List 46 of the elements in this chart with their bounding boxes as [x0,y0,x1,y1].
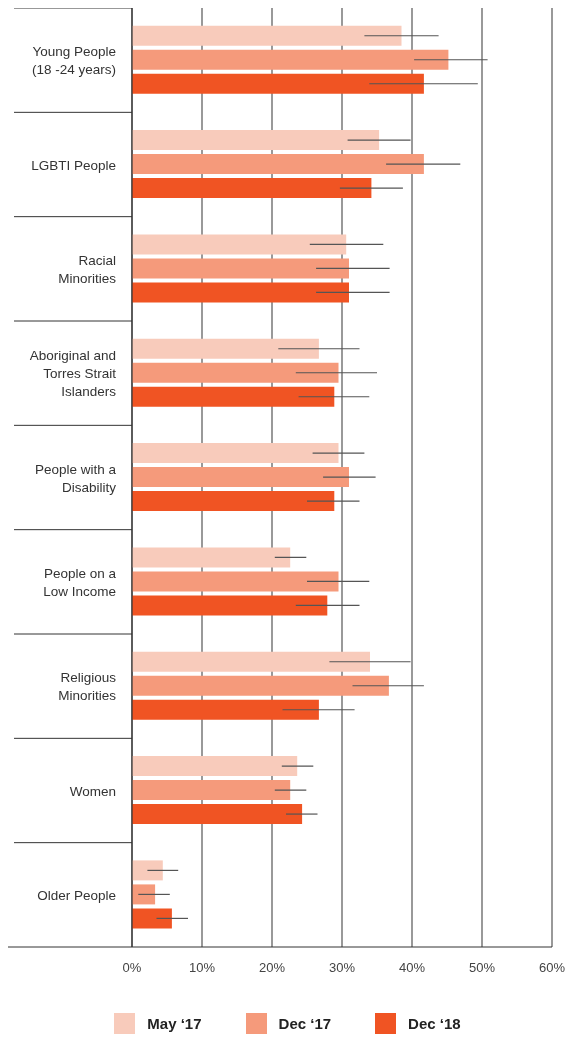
bar [132,467,349,488]
legend-label: Dec ‘18 [408,1015,461,1032]
bar [132,804,303,825]
bar [132,258,349,279]
bar [132,282,349,303]
legend-label: Dec ‘17 [278,1015,332,1032]
x-tick-label: 50% [468,960,496,976]
bar [132,547,291,568]
legend-label: May ‘17 [147,1015,202,1032]
x-tick-label: 40% [398,960,426,976]
bar [132,491,335,512]
bar [132,362,339,383]
bar [132,73,424,94]
x-tick-label: 10% [188,960,216,976]
y-tick-label: Young People (18 -24 years) [31,43,116,77]
y-tick-label: Religious Minorities [58,669,117,703]
bar [132,154,424,175]
bar [132,780,291,801]
bar [132,908,172,929]
bar [132,234,347,255]
x-tick-label: 30% [328,960,356,976]
bar [132,130,380,151]
bar [132,884,156,905]
bar [132,386,335,407]
x-tick-label: 0% [122,960,142,976]
bar [132,571,339,592]
bar [132,699,319,720]
x-tick-label: 60% [538,960,566,976]
bar [132,49,449,70]
bar [132,756,298,777]
y-tick-label: Women [69,783,116,798]
bar [132,651,370,672]
bar [132,860,163,881]
bar [132,25,402,46]
y-tick-label: Aboriginal and Torres Strait Islanders [29,347,117,399]
y-tick-label: LGBTI People [31,157,116,172]
bar [132,675,389,696]
bar [132,178,372,199]
x-tick-label: 20% [258,960,286,976]
y-tick-label: People on a Low Income [43,565,117,599]
y-tick-label: Racial Minorities [58,252,117,286]
y-tick-label: People with a Disability [34,461,117,494]
y-tick-label: Older People [37,887,116,903]
bar [132,443,339,464]
bar [132,338,319,359]
bar [132,595,328,616]
